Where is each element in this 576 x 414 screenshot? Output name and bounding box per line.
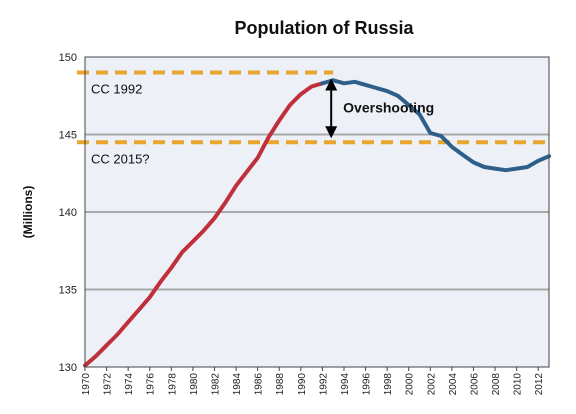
x-tick-label: 2004 bbox=[448, 373, 459, 396]
x-tick-label: 2000 bbox=[405, 373, 416, 396]
x-tick-label: 1984 bbox=[232, 373, 243, 396]
y-tick-label: 145 bbox=[59, 130, 77, 142]
x-tick-label: 1998 bbox=[383, 373, 394, 396]
annotations: Overshooting bbox=[325, 78, 434, 139]
x-tick-label: 1990 bbox=[297, 373, 308, 396]
y-tick-label: 135 bbox=[59, 285, 77, 297]
x-tick-label: 2002 bbox=[426, 373, 437, 396]
x-tick-label: 1978 bbox=[167, 373, 178, 396]
x-tick-label: 1996 bbox=[362, 373, 373, 396]
series-lines bbox=[83, 78, 551, 368]
x-tick-label: 2012 bbox=[534, 373, 545, 396]
overshoot-arrow-head-up bbox=[325, 78, 338, 91]
x-tick-label: 1992 bbox=[318, 373, 329, 396]
series-line bbox=[83, 81, 325, 368]
x-tick-label: 1988 bbox=[275, 373, 286, 396]
reference-line-label: CC 2015? bbox=[91, 151, 150, 166]
chart-title: Population of Russia bbox=[234, 18, 414, 38]
gridlines bbox=[85, 133, 549, 291]
x-tick-label: 1982 bbox=[210, 373, 221, 396]
overshoot-label: Overshooting bbox=[343, 99, 434, 115]
x-tick-label: 1972 bbox=[103, 373, 114, 396]
reference-line-label: CC 1992 bbox=[91, 82, 142, 97]
x-axis-ticks: 1970 1972 1974 1976 1978 1980 1982 1984 1986 1988… bbox=[81, 367, 545, 395]
x-tick-label: 2010 bbox=[513, 373, 524, 396]
y-tick-label: 130 bbox=[59, 362, 77, 374]
x-tick-label: 2008 bbox=[491, 373, 502, 396]
x-tick-label: 1980 bbox=[189, 373, 200, 396]
x-tick-label: 1970 bbox=[81, 373, 92, 396]
overshoot-arrow-head-down bbox=[325, 126, 338, 139]
y-axis-ticks: 130 135 140 145 150 bbox=[59, 52, 77, 374]
x-tick-label: 1994 bbox=[340, 373, 351, 396]
reference-lines: CC 1992 CC 2015? bbox=[77, 70, 549, 166]
plot-frame bbox=[84, 56, 550, 368]
y-tick-label: 150 bbox=[59, 52, 77, 64]
x-tick-label: 1986 bbox=[254, 373, 265, 396]
y-tick-label: 140 bbox=[59, 207, 77, 219]
x-tick-label: 1976 bbox=[146, 373, 157, 396]
x-tick-label: 1974 bbox=[124, 373, 135, 396]
x-tick-label: 2006 bbox=[469, 373, 480, 396]
series-line bbox=[320, 78, 551, 173]
y-axis-label: (Millions) bbox=[21, 186, 35, 239]
